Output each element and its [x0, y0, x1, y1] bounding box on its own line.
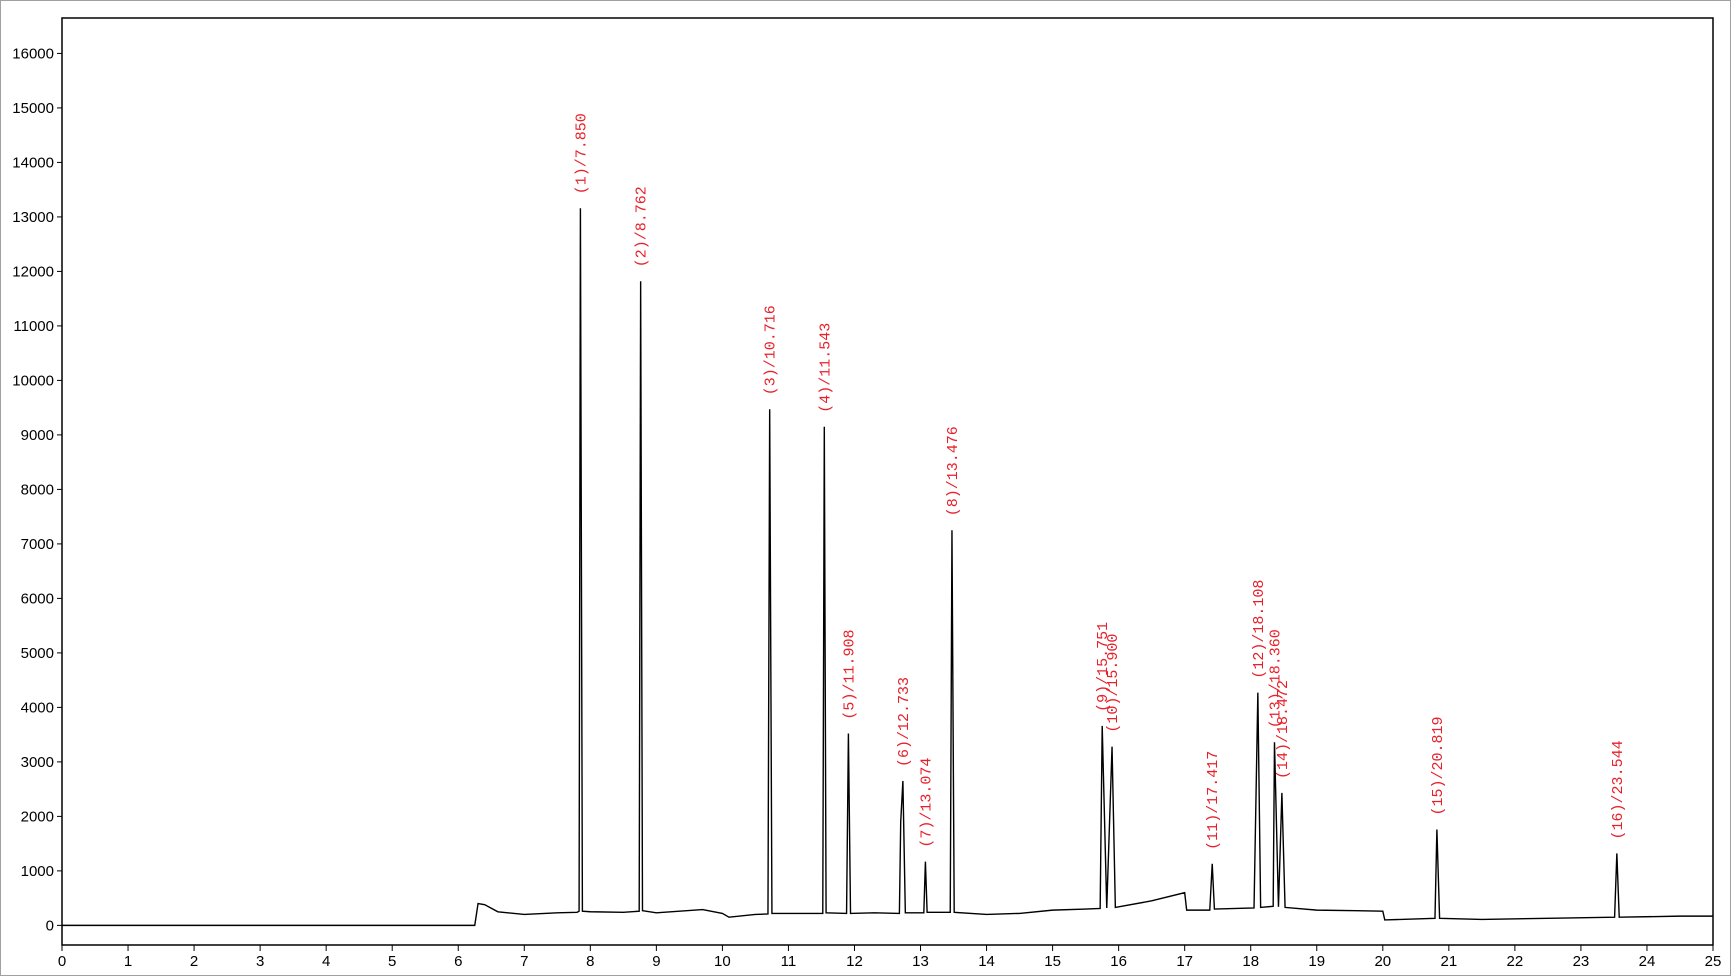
x-tick-label: 7	[520, 953, 528, 970]
peak-label: (6)/12.733	[896, 677, 913, 767]
peak-label: (3)/10.716	[763, 305, 780, 395]
y-tick-label: 0	[46, 917, 54, 934]
peak-label: (13)/18.360	[1267, 629, 1284, 728]
peak-label: (16)/23.544	[1610, 740, 1627, 839]
y-tick-label: 14000	[12, 154, 54, 171]
y-tick-label: 5000	[21, 645, 54, 662]
x-tick-label: 20	[1374, 953, 1391, 970]
peak-label: (2)/8.762	[634, 186, 651, 267]
x-tick-label: 16	[1110, 953, 1127, 970]
x-tick-label: 0	[58, 953, 66, 970]
trace	[62, 208, 1713, 927]
y-tick-label: 9000	[21, 427, 54, 444]
x-tick-label: 2	[190, 953, 198, 970]
x-tick-label: 15	[1044, 953, 1061, 970]
y-tick-label: 3000	[21, 754, 54, 771]
x-tick-label: 10	[714, 953, 731, 970]
y-tick-label: 15000	[12, 100, 54, 117]
peak-label: (1)/7.850	[573, 113, 590, 194]
y-tick-label: 12000	[12, 263, 54, 280]
x-tick-label: 3	[256, 953, 264, 970]
x-tick-label: 11	[781, 953, 797, 970]
x-tick-label: 21	[1440, 953, 1457, 970]
peak-label: (7)/13.074	[918, 758, 935, 848]
peak-label: (8)/13.476	[945, 426, 962, 516]
x-tick-label: 19	[1308, 953, 1325, 970]
x-tick-label: 25	[1705, 953, 1722, 970]
peak-label: (14)/18.472	[1275, 680, 1292, 779]
y-tick-label: 8000	[21, 481, 54, 498]
peak-label: (12)/18.108	[1251, 580, 1268, 679]
x-tick-label: 14	[978, 953, 995, 970]
x-tick-label: 12	[846, 953, 863, 970]
y-tick-label: 13000	[12, 209, 54, 226]
peak-label: (10)/15.900	[1105, 634, 1122, 733]
peak-label: (5)/11.908	[841, 630, 858, 720]
peak-label: (4)/11.543	[817, 323, 834, 413]
x-tick-label: 22	[1507, 953, 1524, 970]
x-tick-label: 13	[912, 953, 929, 970]
y-tick-label: 6000	[21, 590, 54, 607]
peak-label: (15)/20.819	[1430, 716, 1447, 815]
x-tick-label: 17	[1176, 953, 1193, 970]
x-tick-label: 8	[586, 953, 594, 970]
x-tick-label: 5	[388, 953, 396, 970]
x-tick-label: 4	[322, 953, 330, 970]
y-tick-label: 16000	[12, 45, 54, 62]
y-tick-label: 1000	[21, 863, 54, 880]
x-tick-label: 18	[1242, 953, 1259, 970]
x-tick-label: 23	[1573, 953, 1590, 970]
plot-frame	[61, 17, 1714, 946]
x-tick-label: 24	[1639, 953, 1656, 970]
x-tick-label: 1	[124, 953, 132, 970]
x-tick-label: 9	[652, 953, 660, 970]
y-tick-label: 11000	[13, 318, 54, 335]
peak-label: (9)/15.751	[1095, 622, 1112, 712]
y-tick-label: 4000	[21, 699, 54, 716]
peak-label: (11)/17.417	[1205, 751, 1222, 850]
y-tick-label: 2000	[21, 808, 54, 825]
y-tick-label: 10000	[12, 372, 54, 389]
y-tick-label: 7000	[21, 536, 54, 553]
x-tick-label: 6	[454, 953, 462, 970]
